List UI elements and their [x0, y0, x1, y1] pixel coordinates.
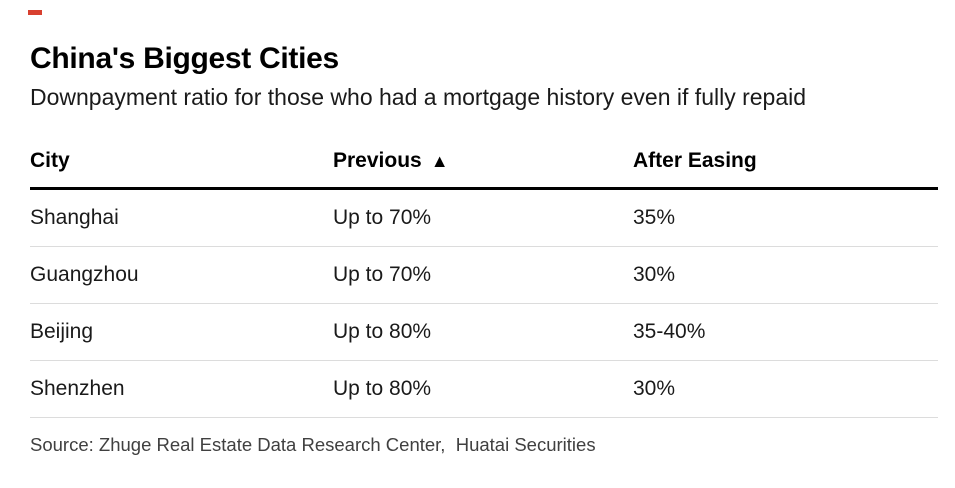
- column-header-previous: Previous ▲: [333, 149, 633, 173]
- previous-cell: Up to 80%: [333, 377, 432, 400]
- city-cell: Guangzhou: [30, 263, 139, 286]
- table-row: Shanghai Up to 70% 35%: [30, 190, 938, 247]
- after-easing-cell: 35-40%: [633, 320, 706, 343]
- column-header-label: Previous: [333, 149, 422, 172]
- column-header-label: After Easing: [633, 149, 757, 172]
- city-cell: Shenzhen: [30, 377, 125, 400]
- column-header-city: City: [30, 149, 333, 173]
- chart-title: China's Biggest Cities: [30, 42, 339, 75]
- column-header-after-easing: After Easing: [633, 149, 938, 173]
- previous-cell: Up to 70%: [333, 206, 432, 229]
- table-header-row: City Previous ▲ After Easing: [30, 112, 938, 190]
- source-attribution: Source: Zhuge Real Estate Data Research …: [30, 434, 596, 455]
- column-header-label: City: [30, 149, 70, 172]
- after-easing-cell: 30%: [633, 263, 676, 286]
- red-accent-mark: [28, 10, 42, 15]
- table-row: Guangzhou Up to 70% 30%: [30, 247, 938, 304]
- table-row: Shenzhen Up to 80% 30%: [30, 361, 938, 418]
- city-cell: Beijing: [30, 320, 94, 343]
- after-easing-cell: 35%: [633, 206, 676, 229]
- previous-cell: Up to 70%: [333, 263, 432, 286]
- table-row: Beijing Up to 80% 35-40%: [30, 304, 938, 361]
- previous-cell: Up to 80%: [333, 320, 432, 343]
- city-cell: Shanghai: [30, 206, 119, 229]
- sort-ascending-icon: ▲: [430, 151, 449, 171]
- chart-subtitle: Downpayment ratio for those who had a mo…: [30, 84, 807, 110]
- after-easing-cell: 30%: [633, 377, 676, 400]
